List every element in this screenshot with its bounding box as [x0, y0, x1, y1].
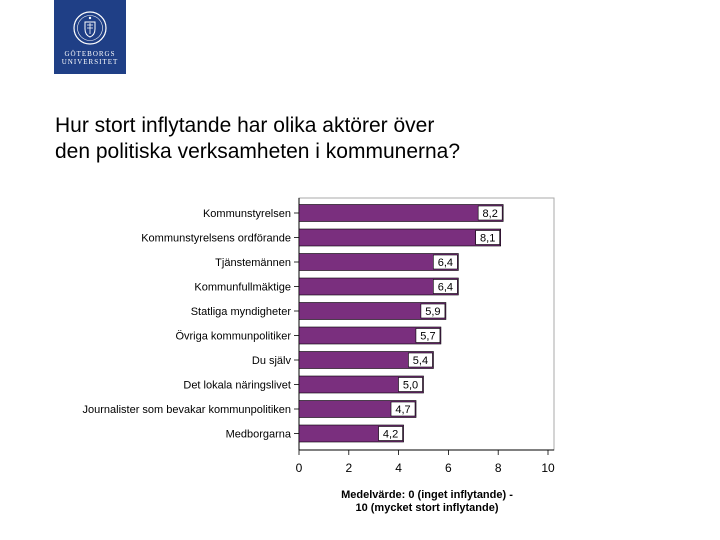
university-logo: GÖTEBORGS UNIVERSITET	[54, 0, 126, 74]
data-label: 6,4	[438, 282, 453, 294]
data-label: 5,9	[425, 306, 440, 318]
data-label-box	[477, 205, 503, 221]
x-axis-ticks: 0 2 4 6 8 10	[296, 450, 555, 475]
x-tick-label: 4	[395, 461, 402, 475]
data-label: 6,4	[438, 257, 453, 269]
data-label: 4,7	[395, 404, 410, 416]
x-tick-label: 0	[296, 461, 303, 475]
logo-text-line2: UNIVERSITET	[61, 58, 119, 66]
x-tick-label: 2	[345, 461, 352, 475]
slide-title-line2: den politiska verksamheten i kommunerna?	[55, 140, 461, 163]
data-label-box	[420, 303, 446, 319]
x-tick-label: 6	[445, 461, 452, 475]
data-label-box	[408, 352, 433, 368]
data-label-box	[433, 254, 458, 270]
bar	[298, 204, 504, 222]
category-label: Du själv	[252, 355, 292, 367]
data-label-box	[398, 377, 423, 392]
bar	[298, 228, 501, 247]
data-label-box	[378, 426, 403, 441]
data-label: 8,2	[483, 208, 498, 220]
x-axis-label-line1: Medelvärde: 0 (inget inflytande) -	[341, 489, 513, 501]
data-label-box	[390, 401, 416, 417]
category-label: Medborgarna	[226, 429, 292, 441]
category-label: Övriga kommunpolitiker	[175, 331, 291, 343]
category-label: Kommunfullmäktige	[194, 282, 291, 294]
data-label-box	[415, 328, 441, 343]
data-label-box	[475, 230, 500, 245]
category-label: Statliga myndigheter	[191, 306, 292, 318]
data-label-box	[433, 279, 458, 294]
category-labels: Kommunstyrelsen Kommunstyrelsens ordföran…	[83, 208, 299, 441]
category-label: Kommunstyrelsen	[203, 208, 291, 220]
category-label: Tjänstemännen	[215, 257, 291, 269]
bars-layer: 8,2 8,1 6,4 6,4 5,9 5,7 5,4 5,0 4,7 4,2	[298, 204, 504, 443]
data-label: 8,1	[480, 233, 495, 245]
category-label: Det lokala näringslivet	[183, 380, 291, 392]
data-label: 5,0	[403, 380, 418, 392]
category-label: Journalister som bevakar kommunpolitiken	[83, 404, 291, 416]
x-tick-label: 8	[495, 461, 502, 475]
crest-icon	[73, 11, 107, 45]
x-axis-label-line2: 10 (mycket stort inflytande)	[355, 502, 498, 514]
data-label: 5,7	[420, 331, 435, 343]
slide-title-line1: Hur stort inflytande har olika aktörer ö…	[55, 114, 435, 137]
data-label: 4,2	[383, 429, 398, 441]
x-tick-label: 10	[541, 461, 555, 475]
slide-title: Hur stort inflytande har olika aktörer ö…	[55, 113, 675, 165]
category-label: Kommunstyrelsens ordförande	[141, 233, 291, 245]
data-label: 5,4	[413, 355, 428, 367]
logo-text-line1: GÖTEBORGS	[64, 50, 116, 58]
